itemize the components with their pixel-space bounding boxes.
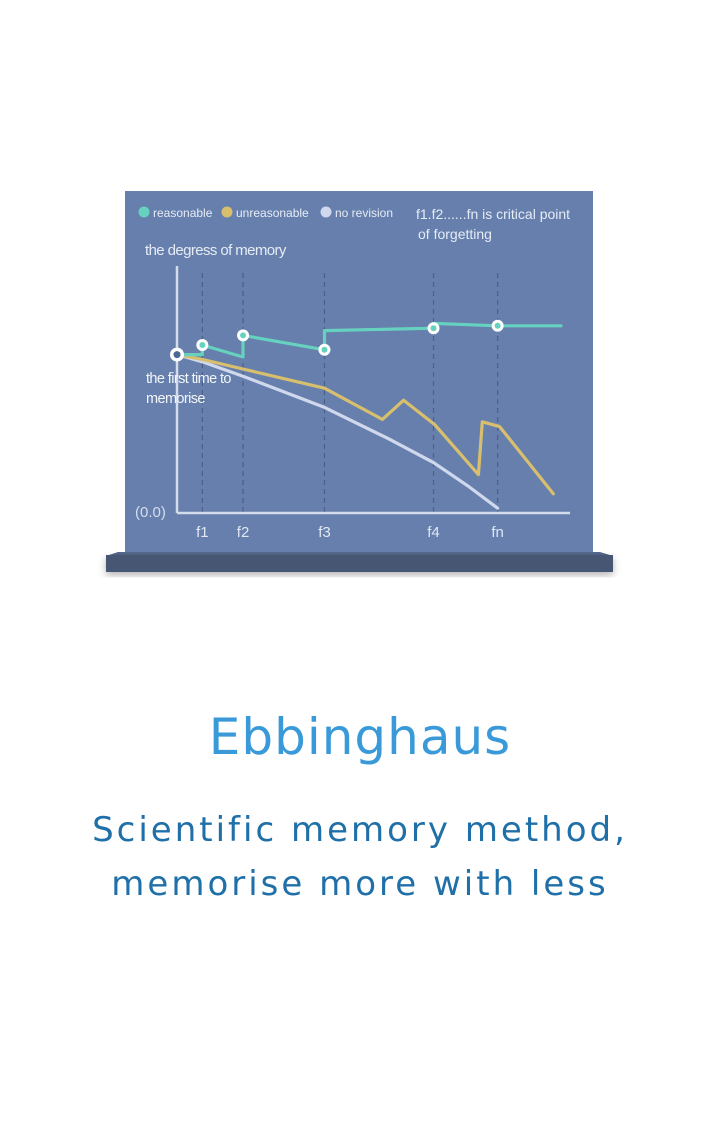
marker-dot-reasonable-2 — [240, 332, 247, 339]
tick-label-f1: f1 — [196, 524, 209, 541]
marker-dot-reasonable-5 — [494, 322, 501, 329]
marker-dot-reasonable-3 — [321, 346, 328, 353]
legend-swatch-1 — [221, 206, 233, 218]
shelf-base — [106, 555, 613, 572]
legend-label-0: reasonable — [153, 206, 213, 220]
page-title: Ebbinghaus — [208, 708, 512, 766]
legend-swatch-0 — [138, 206, 150, 218]
legend-swatch-2 — [320, 206, 332, 218]
series-line-no-revision — [175, 353, 500, 510]
marker-dot-reasonable-0 — [173, 351, 181, 359]
start-annotation-line-1: the first time to — [146, 371, 231, 387]
legend-label-1: unreasonable — [236, 206, 309, 220]
chart-board: reasonable unreasonable no revision f1.f2..… — [106, 191, 613, 572]
subtitle-line-2: memorise more with less — [111, 864, 609, 904]
tick-label-fn: fn — [491, 524, 504, 541]
subtitle-line-1: Scientific memory method, — [92, 810, 628, 850]
board-panel — [125, 191, 593, 559]
marker-dot-reasonable-1 — [199, 342, 206, 348]
tick-label-f3: f3 — [318, 524, 331, 541]
start-annotation-line-2: memorise — [146, 391, 205, 407]
tick-label-f2: f2 — [237, 524, 250, 541]
series-line-unreasonable — [175, 353, 555, 496]
critical-note-line-1: f1.f2......fn is critical point — [416, 206, 570, 222]
ebbinghaus-chart: reasonable unreasonable no revision f1.f2..… — [106, 191, 613, 572]
origin-label: (0.0) — [135, 504, 166, 521]
y-axis-label: the degress of memory — [145, 242, 287, 259]
legend-label-2: no revision — [335, 206, 393, 220]
marker-dot-reasonable-4 — [430, 325, 437, 332]
critical-note-line-2: of forgetting — [418, 226, 492, 242]
tick-label-f4: f4 — [427, 524, 440, 541]
